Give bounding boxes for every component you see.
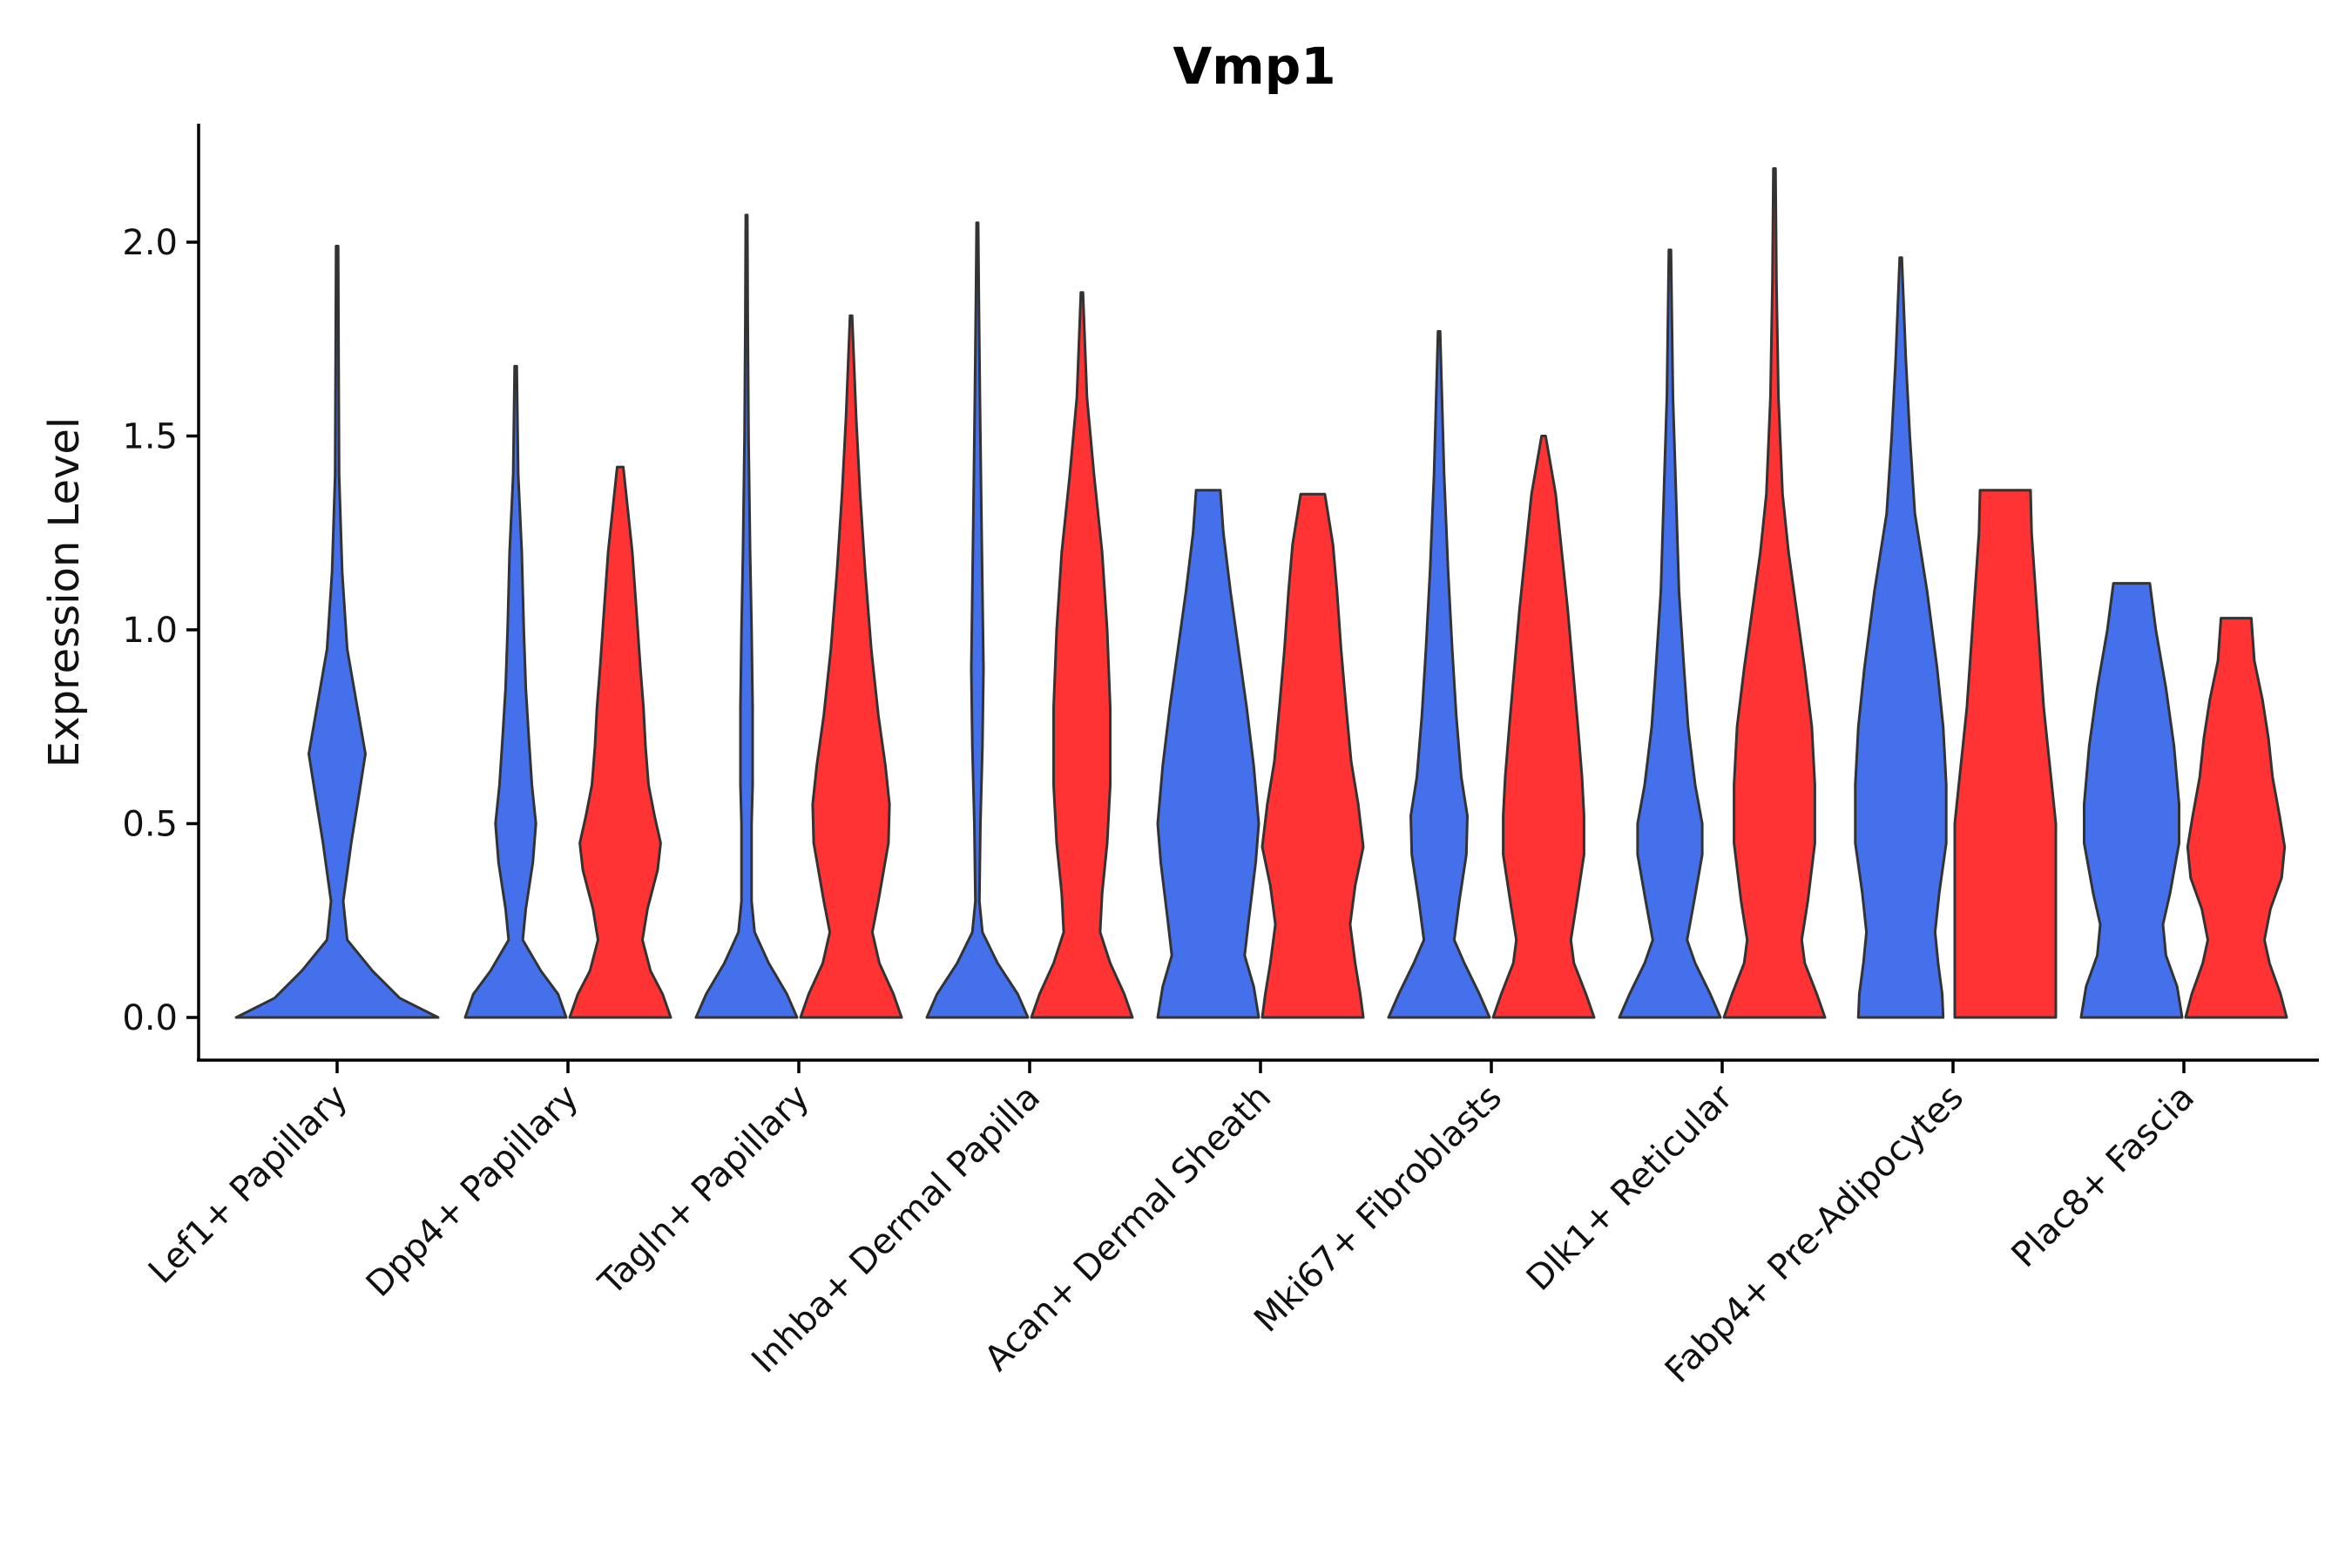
violin-layer	[234, 167, 2288, 1019]
violin-group-1-3	[694, 213, 799, 1019]
chart-title: Vmp1	[1173, 37, 1335, 96]
y-axis-ticks: 0.0 0.5 1.0 1.5 2.0	[122, 223, 199, 1038]
y-tick-label: 1.5	[122, 417, 178, 457]
violin-group-2-7	[1722, 167, 1827, 1019]
violin-group-2-5	[1260, 492, 1365, 1019]
violin-group-2-6	[1491, 435, 1596, 1019]
violin-group-2-8	[1953, 489, 2058, 1019]
x-tick-label: Tagln+ Papillary	[591, 1078, 817, 1304]
y-tick-label: 2.0	[122, 223, 178, 263]
y-tick-label: 0.0	[122, 998, 178, 1038]
violin-group-1-4	[925, 221, 1030, 1019]
violin-group-1-1	[234, 245, 440, 1019]
violin-group-1-8	[1854, 256, 1948, 1019]
violin-group-1-5	[1156, 489, 1260, 1019]
x-axis-ticks: Lef1+ Papillary Dpp4+ Papillary Tagln+ Pap…	[141, 1060, 2202, 1391]
violin-group-1-2	[463, 364, 568, 1019]
violin-group-1-7	[1618, 248, 1722, 1019]
violin-group-1-6	[1387, 329, 1491, 1019]
y-tick-label: 0.5	[122, 805, 178, 845]
violin-group-2-9	[2184, 617, 2288, 1019]
y-tick-label: 1.0	[122, 611, 178, 651]
y-axis-title: Expression Level	[40, 417, 89, 768]
x-tick-label: Plac8+ Fascia	[2004, 1078, 2203, 1276]
x-tick-label: Dlk1+ Reticular	[1519, 1077, 1741, 1299]
x-tick-label: Lef1+ Papillary	[141, 1078, 355, 1292]
x-tick-label: Dpp4+ Papillary	[359, 1078, 586, 1305]
violin-group-1-9	[2079, 582, 2184, 1019]
violin-group-2-3	[799, 314, 903, 1019]
violin-group-2-2	[568, 465, 672, 1019]
violin-group-2-4	[1030, 291, 1134, 1019]
x-tick-label: Mki67+ Fibroblasts	[1247, 1078, 1510, 1341]
